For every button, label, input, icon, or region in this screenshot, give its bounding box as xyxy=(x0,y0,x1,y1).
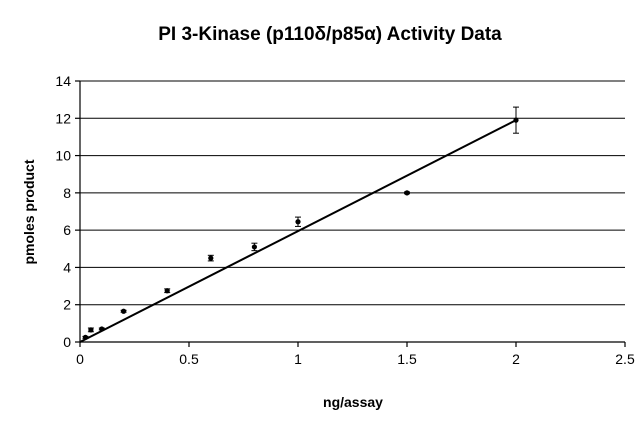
data-point-8 xyxy=(404,190,410,196)
x-tick-label-5: 2.5 xyxy=(615,351,635,367)
data-points xyxy=(82,106,519,340)
gridlines xyxy=(80,80,625,306)
y-tick-label-1: 2 xyxy=(63,297,71,313)
data-point-4 xyxy=(164,288,170,294)
data-point-3 xyxy=(121,308,127,314)
x-tick-label-0: 0 xyxy=(76,351,84,367)
trendline xyxy=(79,119,517,343)
x-tick-label-3: 1.5 xyxy=(397,351,417,367)
x-tick-label-2: 1 xyxy=(294,351,302,367)
y-tick-label-5: 10 xyxy=(55,148,71,164)
y-tick-label-3: 6 xyxy=(63,222,71,238)
y-axis-label: pmoles product xyxy=(21,159,37,264)
axes xyxy=(75,80,626,347)
y-tick-label-2: 4 xyxy=(63,259,71,275)
data-point-7 xyxy=(295,219,301,225)
y-tick-label-6: 12 xyxy=(55,110,71,126)
x-tick-label-4: 2 xyxy=(512,351,520,367)
y-tick-label-7: 14 xyxy=(55,73,71,89)
data-point-6 xyxy=(251,244,257,250)
chart-title: PI 3-Kinase (p110δ/p85α) Activity Data xyxy=(158,24,502,45)
linear-fit-line xyxy=(79,119,517,343)
y-tick-label-4: 8 xyxy=(63,185,71,201)
data-point-1 xyxy=(88,327,94,333)
tick-labels: 0 2 4 6 8 10 12 14 0 0.5 1 1.5 2 2.5 xyxy=(55,73,635,367)
data-point-9 xyxy=(513,117,519,123)
data-point-2 xyxy=(99,326,105,332)
data-point-0 xyxy=(82,334,89,340)
x-axis-label: ng/assay xyxy=(323,394,383,410)
data-point-5 xyxy=(208,255,214,261)
y-tick-label-0: 0 xyxy=(63,334,71,350)
x-tick-label-1: 0.5 xyxy=(179,351,199,367)
